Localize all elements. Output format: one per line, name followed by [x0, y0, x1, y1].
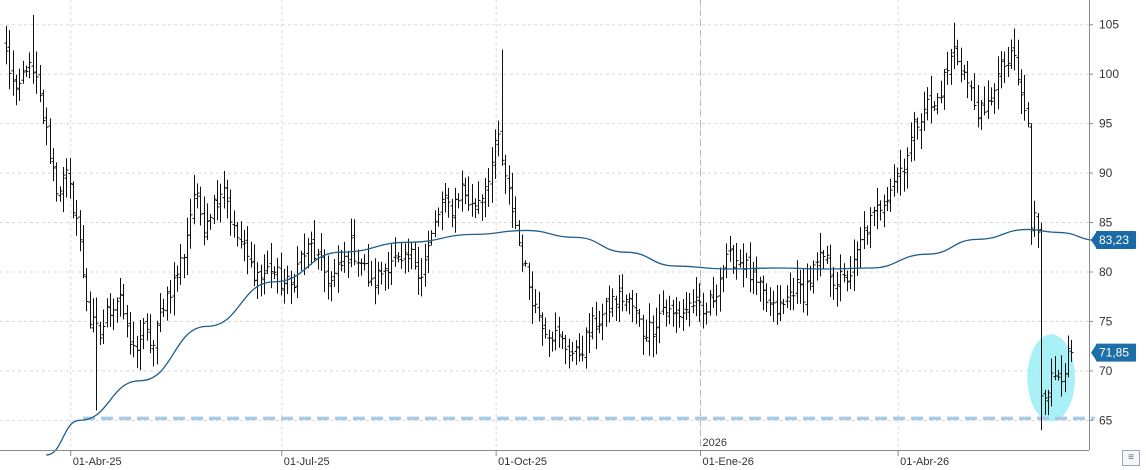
- ma-value-label: 83,23: [1099, 233, 1129, 247]
- ma-value-label-pointer: [1091, 231, 1097, 250]
- y-tick-label: 80: [1099, 265, 1113, 279]
- last-price-label: 71,85: [1099, 346, 1129, 360]
- y-tick-label: 75: [1099, 314, 1113, 328]
- x-tick-label: 01-Jul-25: [284, 456, 330, 468]
- y-tick-label: 65: [1099, 413, 1113, 427]
- x-tick-label: 01-Oct-25: [498, 456, 547, 468]
- x-tick-label: 01-Abr-26: [900, 456, 949, 468]
- y-tick-label: 70: [1099, 364, 1113, 378]
- y-tick-label: 105: [1099, 18, 1119, 32]
- last-price-label-bg: [1096, 343, 1136, 362]
- collapse-arrows-icon: ≡: [1128, 452, 1134, 463]
- last-price-label-pointer: [1091, 343, 1097, 362]
- x-tick-label: 01-Ene-26: [703, 456, 754, 468]
- chart-options-button[interactable]: ≡: [1122, 450, 1140, 466]
- y-tick-label: 85: [1099, 216, 1113, 230]
- moving-average-line: [46, 228, 1099, 456]
- ma-value-label-bg: [1096, 231, 1136, 250]
- x-tick-label: 01-Abr-25: [73, 456, 122, 468]
- y-tick-label: 95: [1099, 117, 1113, 131]
- year-marker-label: 2026: [703, 437, 727, 449]
- y-tick-label: 90: [1099, 166, 1113, 180]
- y-tick-label: 100: [1099, 67, 1119, 81]
